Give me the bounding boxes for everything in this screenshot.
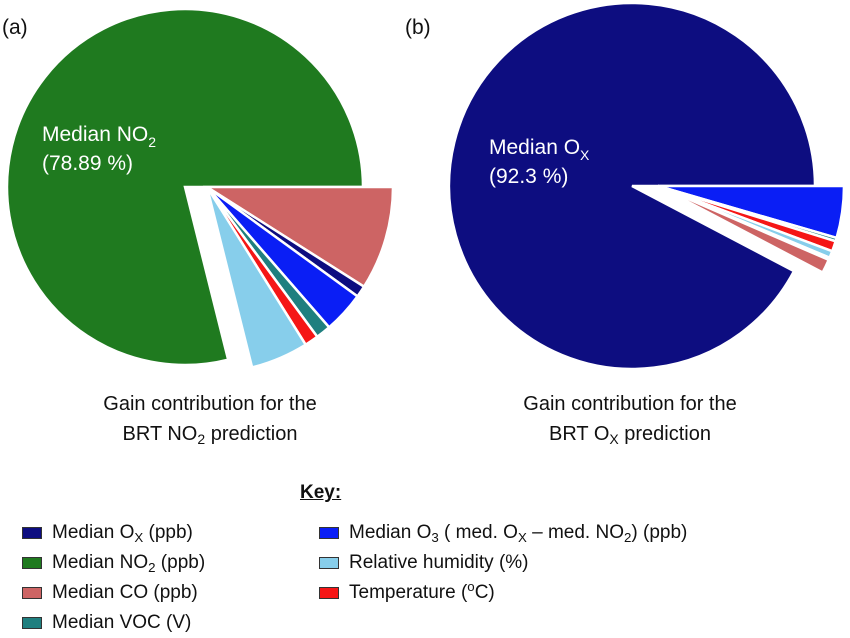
pie-a-slice-relative-humidity <box>205 186 308 369</box>
caption-a-line1: Gain contribution for the <box>103 393 317 415</box>
caption-b: Gain contribution for the BRT OX predict… <box>465 389 795 449</box>
legend-swatch-median-no2 <box>22 557 42 569</box>
legend-swatch-median-co <box>22 587 42 599</box>
legend-swatch-median-ox <box>22 527 42 539</box>
legend-label-median-o3: Median O3 ( med. OX – med. NO2) (ppb) <box>349 522 688 545</box>
caption-b-line1: Gain contribution for the <box>523 393 737 415</box>
panel-b-label: (b) <box>405 16 431 39</box>
legend-swatch-temperature <box>319 587 339 599</box>
legend-swatch-median-o3 <box>319 527 339 539</box>
legend-label-median-ox: Median OX (ppb) <box>52 522 193 545</box>
caption-a: Gain contribution for the BRT NO2 predic… <box>45 389 375 449</box>
key-title: Key: <box>300 482 342 503</box>
legend-label-relative-humidity: Relative humidity (%) <box>349 552 529 573</box>
panel-a-label: (a) <box>2 16 28 39</box>
pie-a-slice-median-no2-ppb <box>5 7 365 367</box>
caption-b-line2: BRT OX prediction <box>548 423 711 447</box>
pie-b-center-label: Median OX <box>489 136 590 163</box>
caption-a-line2: BRT NO2 prediction <box>122 423 298 447</box>
pie-b-slice-median-co-ppb <box>657 184 831 275</box>
legend-label-median-no2: Median NO2 (ppb) <box>52 552 206 575</box>
pie-a-slice-median-co-ppb <box>202 185 395 289</box>
pie-b-center-value: (92.3 %) <box>489 165 568 188</box>
pie-b-slice-median-ox-ppb <box>447 1 817 371</box>
pie-a-center-value: (78.89 %) <box>42 152 133 175</box>
pie-a-center-label: Median NO2 <box>42 123 156 150</box>
legend-swatch-median-voc <box>22 617 42 629</box>
legend-label-temperature: Temperature (oC) <box>349 579 495 603</box>
legend-label-median-voc: Median VOC (V) <box>52 612 192 633</box>
legend-label-median-co: Median CO (ppb) <box>52 582 198 603</box>
legend-swatch-relative-humidity <box>319 557 339 569</box>
